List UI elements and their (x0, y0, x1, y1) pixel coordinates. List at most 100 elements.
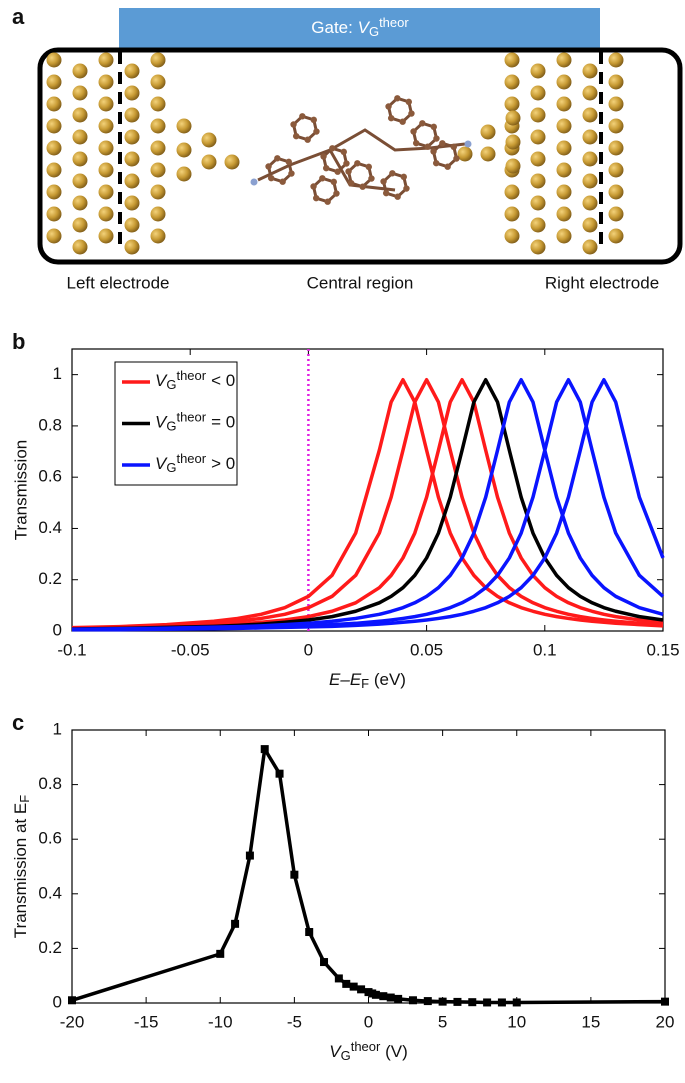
atom (98, 184, 114, 200)
atom (98, 118, 114, 134)
transmission-curve (71, 378, 664, 630)
legend-label-part: theor (176, 409, 206, 424)
carbon (359, 183, 366, 190)
y-tick-label: 0.8 (38, 774, 62, 793)
carbon (279, 178, 286, 185)
legend-label-part: > 0 (211, 454, 235, 473)
legend-label-part: G (166, 377, 176, 392)
data-marker (260, 745, 269, 754)
atom (201, 132, 217, 148)
atom (582, 151, 598, 167)
y-axis-label-part: Transmission at E (11, 803, 30, 938)
atom (582, 195, 598, 211)
atom (46, 96, 62, 112)
atom (530, 107, 546, 123)
atom (582, 85, 598, 101)
carbon (310, 183, 317, 190)
y-tick-label: 0.4 (38, 518, 62, 537)
carbon (340, 148, 348, 156)
x-tick-label: -5 (287, 1012, 302, 1031)
gate-label-part: V (358, 18, 371, 37)
transmission-curve (71, 378, 664, 631)
atom (46, 228, 62, 244)
carbon (385, 103, 392, 110)
atom (98, 140, 114, 156)
data-marker (334, 974, 343, 983)
atom (505, 110, 521, 126)
atom (582, 63, 598, 79)
atom (46, 74, 62, 90)
atom (556, 74, 572, 90)
atom (582, 173, 598, 189)
atom (582, 129, 598, 145)
atom (504, 74, 520, 90)
atom (530, 85, 546, 101)
gate-label: Gate: VGtheor (311, 15, 409, 39)
carbon (343, 160, 350, 167)
gate-label-part: Gate: (311, 18, 357, 37)
atom (504, 184, 520, 200)
transmission-line (71, 747, 666, 1005)
y-tick-label: 0.8 (38, 415, 62, 434)
carbon (319, 175, 326, 182)
atom (608, 52, 624, 68)
y-tick-label: 0.6 (38, 467, 62, 486)
legend-label-part: G (166, 418, 176, 433)
x-tick-label: 10 (507, 1012, 526, 1031)
carbon (368, 175, 375, 182)
panel-label: c (12, 710, 24, 735)
atom (556, 184, 572, 200)
y-tick-label: 0.2 (38, 569, 62, 588)
atom (98, 74, 114, 90)
atom (556, 52, 572, 68)
carbon (430, 148, 437, 155)
atom (98, 52, 114, 68)
legend-label-part: theor (176, 451, 206, 466)
y-tick-label: 1 (53, 719, 62, 738)
legend-label: VGtheor = 0 (155, 409, 235, 433)
carbon (430, 123, 438, 131)
data-marker (290, 870, 299, 879)
carbon (444, 163, 451, 170)
atom (608, 184, 624, 200)
x-tick-label: 20 (656, 1012, 675, 1031)
atom (150, 52, 166, 68)
atom (46, 184, 62, 200)
data-marker (386, 993, 395, 1002)
carbon (310, 116, 318, 124)
atom (556, 118, 572, 134)
atom (530, 173, 546, 189)
carbon (450, 143, 458, 151)
atom (124, 151, 140, 167)
atom (150, 96, 166, 112)
legend-label-part: < 0 (211, 371, 235, 390)
atom (505, 158, 521, 174)
carbon (324, 198, 331, 205)
atom (582, 107, 598, 123)
carbon (329, 145, 336, 152)
data-marker (483, 998, 492, 1007)
x-tick-label: 15 (581, 1012, 600, 1031)
legend-label-part: = 0 (211, 413, 235, 432)
x-tick-label: -20 (60, 1012, 85, 1031)
x-tick-label: -15 (134, 1012, 159, 1031)
y-axis-label-part: F (17, 795, 32, 803)
y-tick-label: 0.6 (38, 829, 62, 848)
atom (504, 206, 520, 222)
y-tick-label: 0 (53, 992, 62, 1011)
legend-label-part: V (155, 371, 168, 390)
carbon (403, 185, 410, 192)
atom (72, 107, 88, 123)
carbon (412, 139, 420, 147)
atom (72, 195, 88, 211)
atom (98, 206, 114, 222)
legend-label: VGtheor < 0 (155, 368, 235, 392)
legend-label: VGtheor > 0 (155, 451, 235, 475)
carbon (387, 114, 395, 122)
atom (124, 63, 140, 79)
atom (150, 118, 166, 134)
atom (530, 239, 546, 255)
atom (150, 162, 166, 178)
legend-label-part: G (166, 460, 176, 475)
carbon (304, 136, 311, 143)
